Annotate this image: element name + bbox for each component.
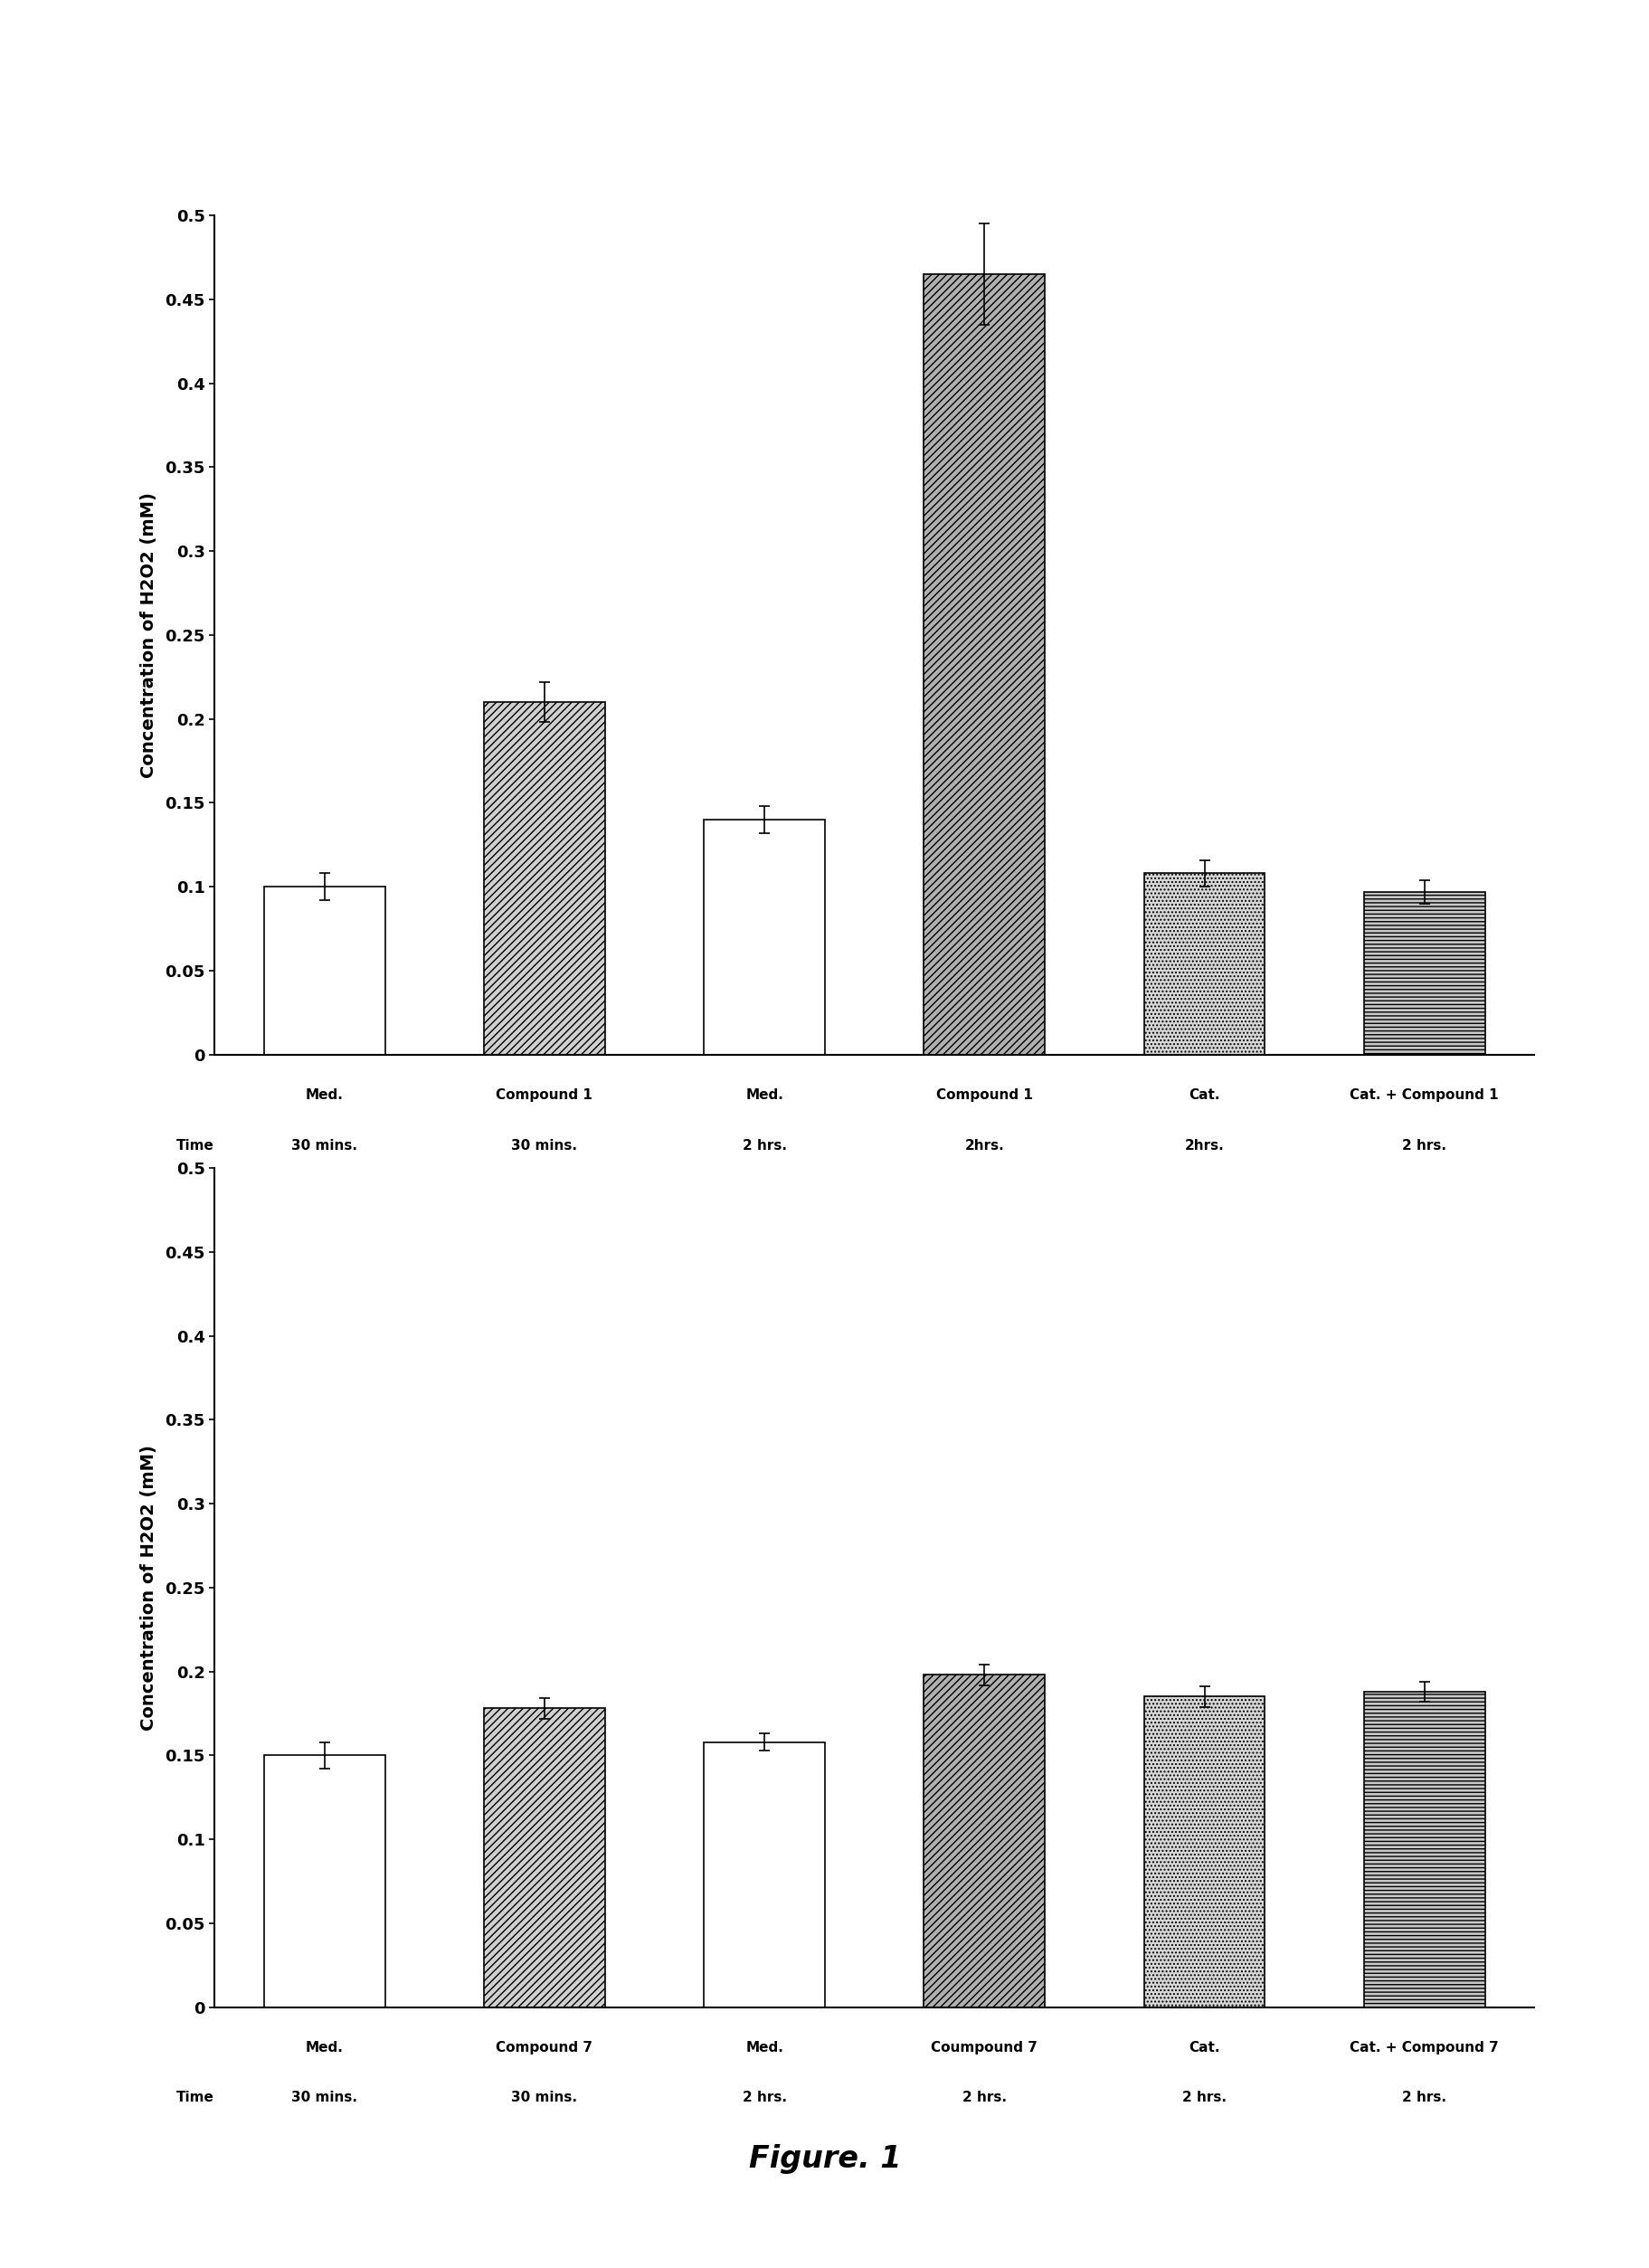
Text: Coumpound 7: Coumpound 7 — [930, 2041, 1037, 2055]
Bar — [264, 887, 384, 1055]
Bar — [483, 1708, 605, 2007]
Text: Compound 7: Compound 7 — [496, 2041, 592, 2055]
Text: Time: Time — [176, 2091, 214, 2105]
Bar — [704, 1742, 824, 2007]
Text: 30 mins.: 30 mins. — [511, 1139, 577, 1152]
Text: 2 hrs.: 2 hrs. — [1182, 2091, 1225, 2105]
Y-axis label: Concentration of H2O2 (mM): Concentration of H2O2 (mM) — [140, 492, 157, 778]
Bar — [264, 1755, 384, 2007]
Bar — [1364, 1692, 1484, 2007]
Text: 2 hrs.: 2 hrs. — [1402, 1139, 1446, 1152]
Text: Cat.: Cat. — [1189, 1089, 1219, 1102]
Text: 30 mins.: 30 mins. — [292, 1139, 358, 1152]
Bar — [1143, 1696, 1265, 2007]
Text: Med.: Med. — [305, 1089, 343, 1102]
Text: 2 hrs.: 2 hrs. — [742, 2091, 787, 2105]
Text: 2hrs.: 2hrs. — [1184, 1139, 1224, 1152]
Text: Cat. + Compound 7: Cat. + Compound 7 — [1349, 2041, 1497, 2055]
Bar — [483, 703, 605, 1055]
Text: Figure. 1: Figure. 1 — [749, 2143, 900, 2175]
Text: Compound 1: Compound 1 — [935, 1089, 1032, 1102]
Bar — [1143, 873, 1265, 1055]
Bar — [923, 1674, 1044, 2007]
Bar — [923, 274, 1044, 1055]
Text: Compound 1: Compound 1 — [496, 1089, 592, 1102]
Text: 2hrs.: 2hrs. — [965, 1139, 1004, 1152]
Text: Med.: Med. — [745, 2041, 783, 2055]
Text: 2 hrs.: 2 hrs. — [961, 2091, 1006, 2105]
Text: 2 hrs.: 2 hrs. — [742, 1139, 787, 1152]
Bar — [704, 819, 824, 1055]
Text: 2 hrs.: 2 hrs. — [1402, 2091, 1446, 2105]
Text: Cat.: Cat. — [1189, 2041, 1219, 2055]
Text: 30 mins.: 30 mins. — [292, 2091, 358, 2105]
Text: 30 mins.: 30 mins. — [511, 2091, 577, 2105]
Bar — [1364, 891, 1484, 1055]
Text: Med.: Med. — [305, 2041, 343, 2055]
Text: Time: Time — [176, 1139, 214, 1152]
Text: Cat. + Compound 1: Cat. + Compound 1 — [1349, 1089, 1497, 1102]
Text: Med.: Med. — [745, 1089, 783, 1102]
Y-axis label: Concentration of H2O2 (mM): Concentration of H2O2 (mM) — [140, 1445, 157, 1730]
